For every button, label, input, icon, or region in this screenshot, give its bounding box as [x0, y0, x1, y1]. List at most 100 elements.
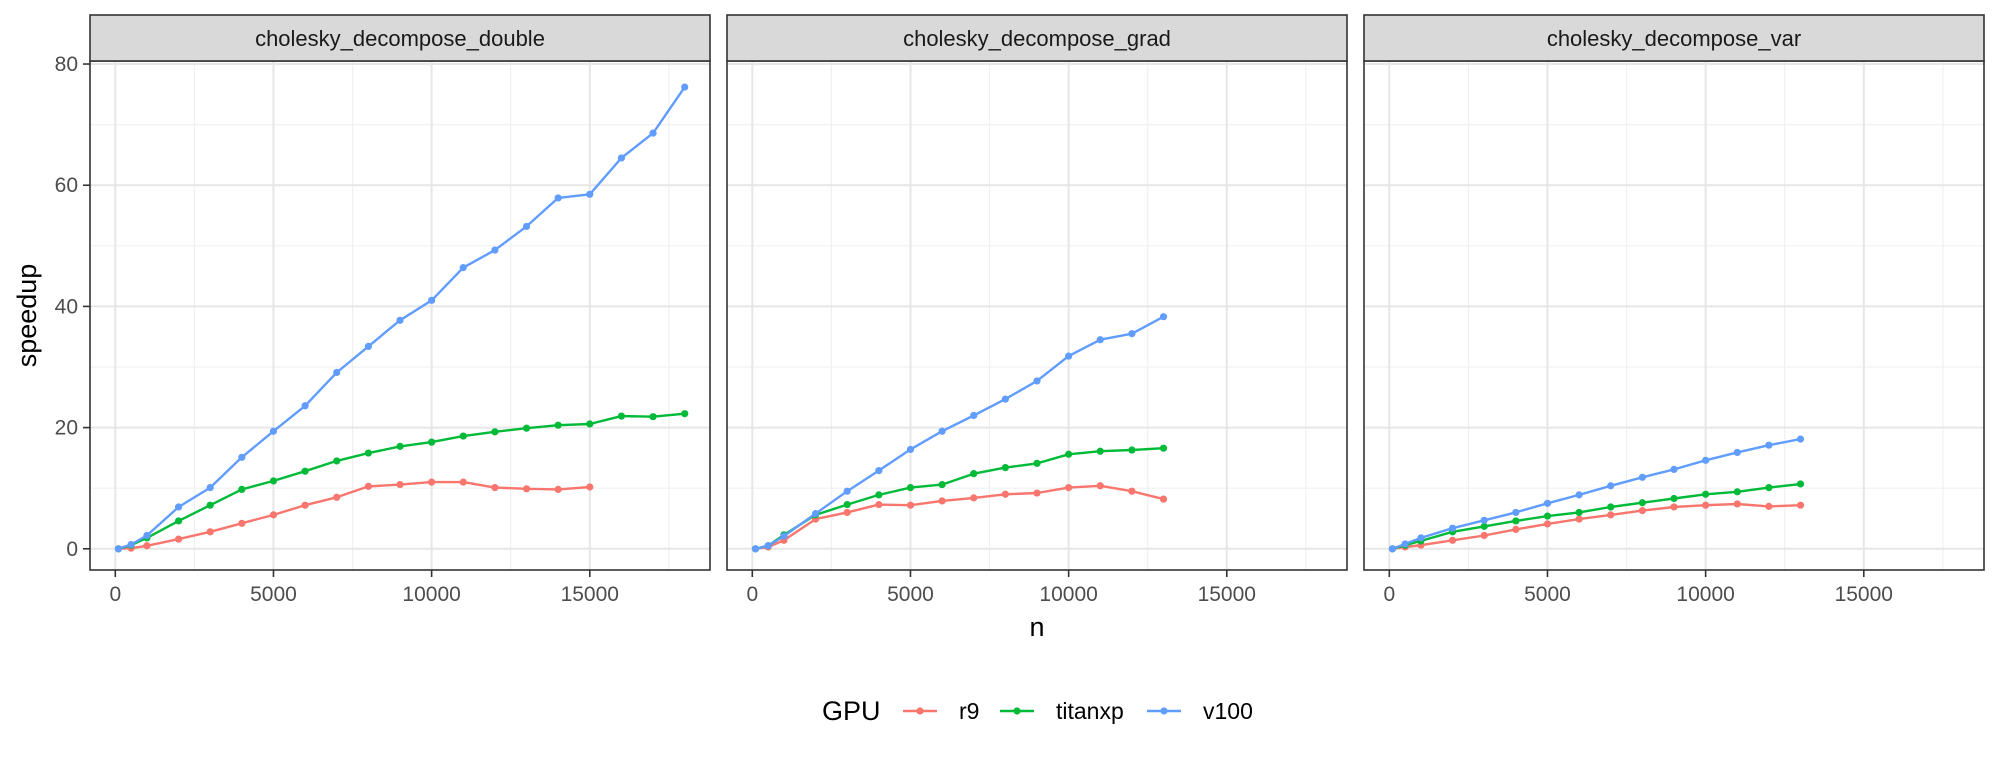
data-point-r9: [428, 478, 436, 486]
data-point-r9: [301, 501, 309, 509]
data-point-v100: [1670, 465, 1678, 474]
data-point-titanxp: [428, 438, 436, 446]
data-point-v100: [459, 264, 467, 272]
data-point-r9: [364, 482, 372, 490]
y-tick-label: 20: [55, 417, 78, 440]
data-point-titanxp: [1001, 463, 1009, 472]
data-point-r9: [491, 483, 499, 492]
panel-3: cholesky_decompose_var 0 5000 10000 15000: [1363, 14, 1985, 606]
x-tick-label: 15000: [561, 583, 619, 606]
data-point-titanxp: [1033, 459, 1041, 467]
x-tick-label: 10000: [1039, 583, 1097, 606]
data-point-titanxp: [1638, 499, 1646, 507]
data-point-r9: [1512, 525, 1520, 534]
data-point-r9: [1765, 502, 1773, 510]
legend: GPU r9 titanxp v100: [822, 696, 1253, 726]
data-point-r9: [1065, 483, 1073, 492]
data-point-titanxp: [269, 477, 278, 485]
data-point-v100: [238, 453, 246, 461]
data-point-titanxp: [301, 467, 309, 475]
legend-key-point-r9: [916, 707, 924, 715]
data-point-r9: [1543, 520, 1552, 528]
y-tick-label: 80: [55, 53, 78, 76]
data-point-titanxp: [396, 442, 404, 450]
legend-label-titanxp: titanxp: [1056, 698, 1124, 724]
data-point-v100: [1448, 524, 1457, 532]
data-point-titanxp: [1096, 447, 1104, 455]
data-point-v100: [1702, 456, 1710, 464]
data-point-r9: [906, 501, 915, 509]
y-tick-label: 60: [55, 174, 78, 197]
data-point-titanxp: [238, 485, 246, 494]
x-tick-label: 0: [109, 583, 121, 606]
data-point-v100: [681, 83, 689, 91]
data-point-v100: [1512, 508, 1520, 517]
data-point-v100: [364, 342, 372, 351]
data-point-r9: [938, 497, 946, 505]
data-point-r9: [1001, 490, 1009, 498]
data-point-r9: [206, 528, 214, 536]
data-point-titanxp: [875, 491, 883, 499]
data-point-v100: [1733, 448, 1741, 457]
data-point-v100: [970, 411, 978, 420]
data-point-r9: [875, 500, 883, 509]
data-point-titanxp: [1575, 508, 1583, 517]
legend-label-v100: v100: [1203, 698, 1253, 724]
data-point-v100: [586, 190, 594, 198]
x-tick-label: 15000: [1835, 583, 1893, 606]
data-point-v100: [1417, 534, 1425, 542]
data-point-v100: [1159, 313, 1168, 321]
data-point-titanxp: [843, 500, 851, 509]
legend-label-r9: r9: [959, 698, 979, 724]
data-point-v100: [1480, 516, 1488, 524]
facet-strip: [89, 14, 711, 62]
x-tick-label: 15000: [1198, 583, 1256, 606]
data-point-r9: [1448, 536, 1457, 544]
data-point-r9: [1702, 501, 1710, 509]
data-point-r9: [269, 511, 278, 519]
data-point-v100: [174, 503, 183, 511]
data-point-r9: [143, 542, 151, 550]
series-line-titanxp: [118, 412, 685, 550]
facet-strip: [1363, 14, 1985, 62]
data-point-r9: [554, 485, 562, 494]
data-point-titanxp: [554, 421, 562, 429]
data-point-r9: [1607, 511, 1615, 519]
data-point-v100: [1796, 435, 1805, 443]
data-point-titanxp: [681, 410, 689, 418]
y-axis-title: speedup: [12, 264, 42, 368]
data-point-titanxp: [174, 517, 183, 525]
data-point-r9: [1159, 495, 1168, 503]
data-point-v100: [269, 427, 278, 435]
data-point-v100: [1065, 352, 1073, 360]
data-point-v100: [428, 296, 436, 304]
data-point-v100: [811, 510, 820, 518]
data-point-r9: [843, 508, 851, 517]
legend-title: GPU: [822, 696, 881, 726]
data-point-titanxp: [1128, 446, 1136, 454]
data-point-titanxp: [206, 501, 214, 509]
data-point-titanxp: [1765, 483, 1773, 492]
data-point-titanxp: [459, 432, 467, 440]
data-point-v100: [938, 427, 946, 435]
data-point-r9: [459, 478, 467, 486]
data-point-r9: [396, 480, 404, 489]
data-point-v100: [1388, 545, 1397, 553]
data-point-v100: [522, 222, 531, 231]
data-point-titanxp: [1796, 480, 1805, 488]
data-point-v100: [1096, 336, 1104, 344]
data-point-v100: [301, 402, 309, 410]
data-point-v100: [333, 368, 341, 377]
data-point-r9: [1733, 500, 1741, 508]
panel-background: [727, 61, 1347, 570]
data-point-r9: [1796, 501, 1805, 509]
data-point-r9: [1670, 503, 1678, 511]
data-point-r9: [1128, 487, 1136, 495]
x-axis-title: n: [1029, 612, 1044, 642]
data-point-titanxp: [1543, 512, 1552, 520]
data-point-v100: [396, 316, 404, 324]
panel-background: [90, 61, 710, 570]
data-point-v100: [617, 154, 626, 162]
